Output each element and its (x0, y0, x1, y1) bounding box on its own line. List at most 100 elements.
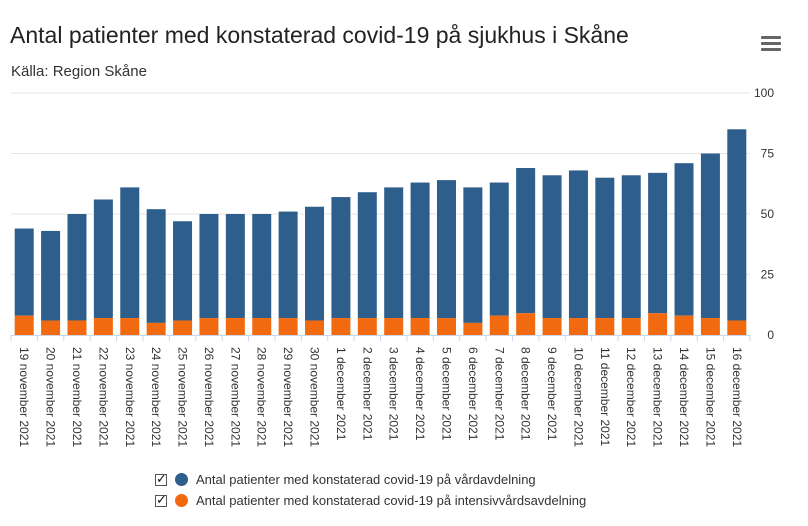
x-tick-label: 2 december 2021 (360, 347, 374, 441)
bar-ward (67, 214, 87, 321)
bar-ward (41, 230, 61, 321)
bar-ward (410, 182, 430, 319)
bar-ward (384, 187, 404, 319)
hamburger-menu-icon[interactable] (761, 36, 781, 52)
legend-item-icu[interactable]: Antal patienter med konstaterad covid-19… (155, 490, 586, 511)
bar-icu (410, 318, 430, 335)
bar-icu (700, 318, 720, 335)
x-tick-label: 6 december 2021 (466, 347, 480, 441)
x-tick-label: 25 november 2021 (176, 347, 190, 447)
legend-label-ward: Antal patienter med konstaterad covid-19… (196, 472, 536, 487)
bar-icu (93, 318, 113, 335)
x-tick-label: 9 december 2021 (545, 347, 559, 441)
x-tick-label: 19 november 2021 (17, 347, 31, 447)
x-tick-label: 4 december 2021 (413, 347, 427, 441)
legend-checkbox-ward[interactable] (155, 471, 167, 487)
x-tick-label: 20 november 2021 (44, 347, 58, 447)
bar-icu (595, 318, 615, 335)
bar-icu (463, 322, 483, 335)
bar-ward (700, 153, 720, 319)
x-tick-label: 26 november 2021 (202, 347, 216, 447)
bar-ward (621, 175, 641, 319)
bar-ward (727, 129, 747, 321)
bar-icu (436, 318, 456, 335)
bar-ward (252, 214, 272, 319)
bar-ward (278, 211, 298, 319)
x-tick-label: 8 december 2021 (519, 347, 533, 441)
x-tick-label: 5 december 2021 (439, 347, 453, 441)
legend-label-icu: Antal patienter med konstaterad covid-19… (196, 493, 587, 508)
x-tick-label: 7 december 2021 (492, 347, 506, 441)
bar-ward (516, 168, 536, 314)
bar-ward (199, 214, 219, 319)
bar-ward (674, 163, 694, 316)
bar-ward (173, 221, 193, 321)
x-tick-label: 14 december 2021 (677, 347, 691, 447)
x-tick-label: 11 december 2021 (598, 347, 612, 447)
y-tick-label: 50 (761, 207, 775, 221)
y-tick-label: 25 (761, 268, 775, 282)
bar-icu (648, 313, 668, 335)
bar-icu (305, 320, 325, 335)
bar-ward (305, 206, 325, 321)
bar-icu (516, 313, 536, 335)
x-tick-label: 10 december 2021 (571, 347, 585, 447)
bar-ward (120, 187, 140, 319)
x-tick-label: 16 december 2021 (730, 347, 744, 447)
legend-dot-icu (175, 494, 188, 507)
bar-ward (14, 228, 34, 316)
bar-icu (252, 318, 272, 335)
bar-ward (542, 175, 562, 319)
bar-icu (357, 318, 377, 335)
x-tick-label: 23 november 2021 (123, 347, 137, 447)
bar-ward (146, 209, 166, 323)
x-tick-label: 28 november 2021 (255, 347, 269, 447)
bar-icu (41, 320, 61, 335)
bar-ward (463, 187, 483, 323)
bar-ward (357, 192, 377, 319)
legend-dot-ward (175, 473, 188, 486)
y-tick-label: 0 (767, 328, 774, 342)
legend-item-ward[interactable]: Antal patienter med konstaterad covid-19… (155, 469, 586, 490)
chart-subtitle: Källa: Region Skåne (11, 63, 147, 80)
bar-icu (674, 315, 694, 335)
bar-icu (568, 318, 588, 335)
bar-ward (436, 180, 456, 319)
x-tick-label: 3 december 2021 (387, 347, 401, 441)
x-tick-label: 27 november 2021 (228, 347, 242, 447)
legend-checkbox-icu[interactable] (155, 492, 167, 508)
bar-ward (648, 172, 668, 314)
x-tick-label: 29 november 2021 (281, 347, 295, 447)
y-tick-label: 75 (761, 147, 775, 161)
bar-icu (331, 318, 351, 335)
bar-icu (14, 315, 34, 335)
bar-icu (173, 320, 193, 335)
x-tick-label: 12 december 2021 (624, 347, 638, 447)
chart-plot: 0 25 50 75 100 19 november 2021 20 november 20… (10, 86, 775, 447)
y-tick-label: 100 (754, 86, 774, 100)
bar-icu (384, 318, 404, 335)
bar-ward (331, 197, 351, 319)
bar-ward (489, 182, 509, 316)
bar-ward (225, 214, 245, 319)
x-tick-label: 21 november 2021 (70, 347, 84, 447)
bar-icu (278, 318, 298, 335)
bar-icu (67, 320, 87, 335)
bar-icu (542, 318, 562, 335)
x-tick-label: 13 december 2021 (651, 347, 665, 447)
bar-ward (568, 170, 588, 319)
bar-icu (489, 315, 509, 335)
bar-icu (146, 322, 166, 335)
bar-icu (199, 318, 219, 335)
bar-ward (93, 199, 113, 319)
chart-title: Antal patienter med konstaterad covid-19… (10, 22, 629, 48)
bar-icu (225, 318, 245, 335)
x-tick-label: 22 november 2021 (96, 347, 110, 447)
legend: Antal patienter med konstaterad covid-19… (155, 469, 586, 511)
bar-ward (595, 177, 615, 319)
bar-icu (727, 320, 747, 335)
x-tick-label: 1 december 2021 (334, 347, 348, 441)
bar-icu (120, 318, 140, 335)
x-tick-label: 30 november 2021 (308, 347, 322, 447)
x-tick-label: 15 december 2021 (703, 347, 717, 447)
